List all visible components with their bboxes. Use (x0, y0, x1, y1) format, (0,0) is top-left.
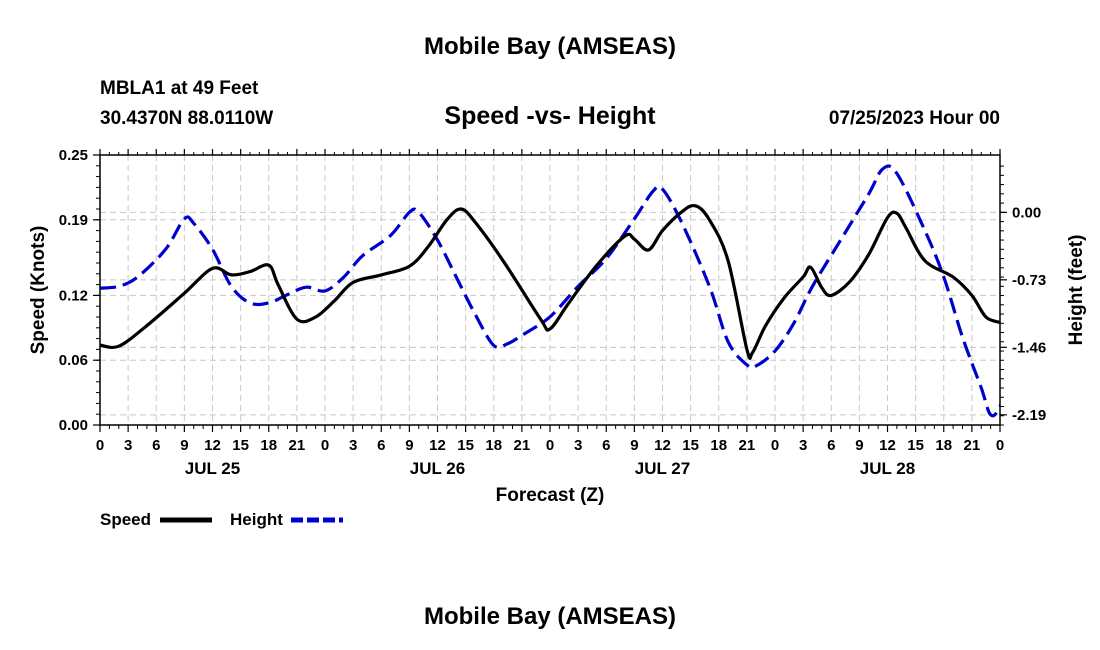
x-tick-label: 9 (405, 437, 413, 454)
x-tick-label: 12 (654, 437, 671, 454)
x-tick-label: 3 (799, 437, 807, 454)
x-tick-label: 3 (349, 437, 357, 454)
x-tick-label: 6 (377, 437, 385, 454)
x-tick-label: 12 (204, 437, 221, 454)
chart-title: Speed -vs- Height (444, 102, 656, 130)
x-tick-label: 3 (574, 437, 582, 454)
x-tick-label: 9 (630, 437, 638, 454)
x-tick-label: 0 (996, 437, 1004, 454)
y-right-tick-label: -2.19 (1012, 407, 1046, 424)
series-line-speed (100, 203, 1000, 360)
ticks (93, 149, 1007, 432)
y-left-tick-label: 0.12 (59, 287, 88, 304)
y-axis-left-title: Speed (Knots) (28, 226, 49, 355)
x-tick-label: 9 (180, 437, 188, 454)
y-right-tick-label: -0.73 (1012, 272, 1046, 289)
x-tick-label: 15 (682, 437, 699, 454)
x-tick-label: 12 (429, 437, 446, 454)
x-tick-label: 0 (771, 437, 779, 454)
tick-labels: 0 3 6 9 12 15 18 21 0 3 6 9 12 15 18 21 0 3 6 9 12 15 18 21 0 3 6 9… (59, 147, 1046, 478)
x-axis-title: Forecast (Z) (496, 485, 605, 506)
x-tick-label: 3 (124, 437, 132, 454)
legend-label-speed: Speed (100, 510, 151, 529)
x-day-label: JUL 28 (860, 459, 915, 478)
run-time-label: 07/25/2023 Hour 00 (829, 108, 1000, 129)
x-tick-label: 18 (710, 437, 727, 454)
x-tick-label: 6 (152, 437, 160, 454)
station-coords: 30.4370N 88.0110W (100, 108, 273, 129)
x-tick-label: 12 (879, 437, 896, 454)
x-tick-label: 6 (827, 437, 835, 454)
x-tick-label: 6 (602, 437, 610, 454)
x-tick-label: 15 (907, 437, 924, 454)
x-tick-label: 18 (935, 437, 952, 454)
x-tick-label: 18 (260, 437, 277, 454)
x-tick-label: 0 (546, 437, 554, 454)
y-right-tick-label: 0.00 (1012, 204, 1041, 221)
x-tick-label: 0 (321, 437, 329, 454)
x-tick-label: 15 (457, 437, 474, 454)
x-tick-label: 15 (232, 437, 249, 454)
x-tick-label: 21 (289, 437, 306, 454)
y-left-tick-label: 0.00 (59, 417, 88, 434)
station-label: MBLA1 at 49 Feet (100, 78, 259, 99)
x-tick-label: 9 (855, 437, 863, 454)
y-left-tick-label: 0.06 (59, 352, 88, 369)
x-day-label: JUL 26 (410, 459, 465, 478)
y-right-tick-label: -1.46 (1012, 339, 1046, 356)
legend: Speed Height (100, 510, 343, 529)
x-tick-label: 0 (96, 437, 104, 454)
x-tick-label: 21 (739, 437, 756, 454)
y-left-tick-label: 0.25 (59, 147, 88, 164)
series-line-height (100, 164, 1000, 418)
y-axis-right-title: Height (feet) (1066, 235, 1087, 346)
x-day-label: JUL 25 (185, 459, 240, 478)
x-tick-label: 21 (964, 437, 981, 454)
series-layer (100, 164, 1000, 418)
legend-label-height: Height (230, 510, 283, 529)
page-title: Mobile Bay (AMSEAS) (424, 33, 676, 60)
footer-title: Mobile Bay (AMSEAS) (424, 603, 676, 630)
y-left-tick-label: 0.19 (59, 212, 88, 229)
x-tick-label: 21 (514, 437, 531, 454)
x-tick-label: 18 (485, 437, 502, 454)
x-day-label: JUL 27 (635, 459, 690, 478)
